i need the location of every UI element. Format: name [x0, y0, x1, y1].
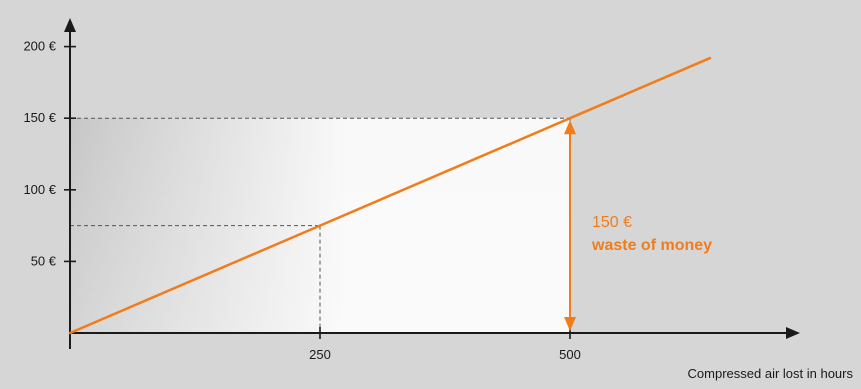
y-tick-label: 150 € [23, 110, 56, 125]
series-line [68, 56, 712, 335]
y-tick-label: 100 € [23, 182, 56, 197]
x-tick-label: 500 [559, 347, 581, 362]
arrow-up-icon [564, 120, 576, 135]
x-axis-label: Compressed air lost in hours [687, 366, 853, 381]
annotation-text-line-1: waste of money [591, 237, 712, 254]
arrow-down-icon [564, 317, 576, 331]
annotation-text-line-0: 150 € [592, 214, 632, 231]
x-tick-label: 250 [309, 347, 331, 362]
y-tick-label: 50 € [31, 253, 57, 268]
x-axis-arrow-icon [786, 327, 800, 339]
y-tick-label: 200 € [23, 39, 56, 54]
y-axis-arrow-icon [64, 18, 76, 32]
